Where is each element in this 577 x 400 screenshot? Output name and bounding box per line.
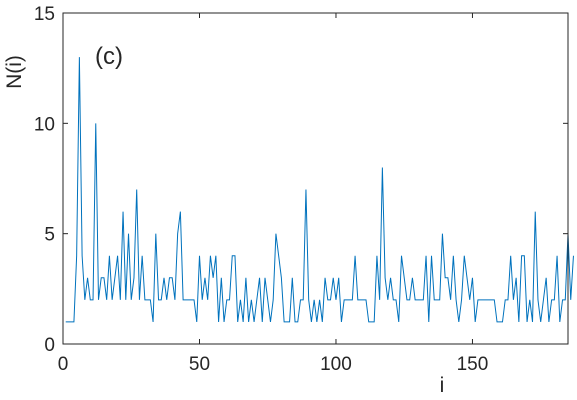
y-tick-label: 5 — [44, 225, 55, 246]
x-tick-label: 50 — [189, 354, 210, 375]
y-tick-label: 0 — [44, 335, 55, 356]
x-tick-label: 0 — [58, 354, 69, 375]
plot-frame — [62, 12, 569, 345]
x-tick-label: 150 — [457, 354, 489, 375]
series-line-0 — [65, 57, 574, 323]
x-tick-label: 100 — [320, 354, 352, 375]
y-axis-title: N(i) — [3, 55, 26, 89]
panel-label: (c) — [95, 43, 123, 70]
plot-background — [63, 13, 568, 344]
y-tick-label: 15 — [34, 4, 55, 25]
y-tick-label: 10 — [34, 114, 55, 135]
x-axis-title: i — [440, 374, 445, 397]
data-layer — [65, 57, 574, 323]
